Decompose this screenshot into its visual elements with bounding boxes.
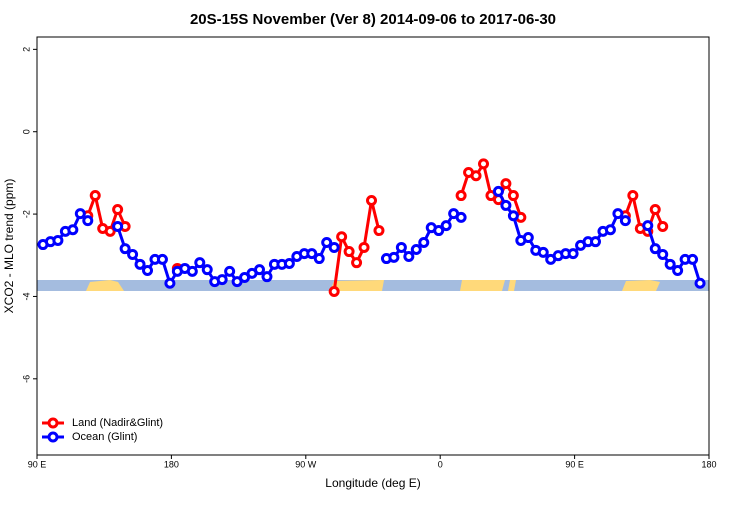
point <box>328 286 340 298</box>
point <box>224 265 236 277</box>
point <box>306 248 318 260</box>
y-tick-label: -6 <box>21 375 31 383</box>
point <box>664 258 676 270</box>
x-tick-label: 180 <box>701 459 716 469</box>
point <box>74 208 86 220</box>
point <box>358 241 370 253</box>
point <box>649 243 661 255</box>
point <box>283 258 295 270</box>
point <box>507 190 519 202</box>
point <box>89 190 101 202</box>
point <box>657 220 669 232</box>
point <box>156 253 168 265</box>
point <box>455 190 467 202</box>
chart-title: 20S-15S November (Ver 8) 2014-09-06 to 2… <box>190 11 556 28</box>
point <box>67 224 79 236</box>
point <box>127 248 139 260</box>
point <box>500 199 512 211</box>
point <box>440 220 452 232</box>
point <box>112 204 124 216</box>
point <box>507 210 519 222</box>
point <box>336 231 348 243</box>
point <box>410 244 422 256</box>
point <box>657 248 669 260</box>
surface-band <box>37 280 709 291</box>
point <box>82 215 94 227</box>
point <box>627 190 639 202</box>
point <box>395 241 407 253</box>
legend: Land (Nadir&Glint) Ocean (Glint) <box>42 417 163 443</box>
point <box>672 265 684 277</box>
point <box>418 236 430 248</box>
point <box>612 208 624 220</box>
series-line <box>332 200 381 292</box>
point <box>194 257 206 269</box>
point <box>590 236 602 248</box>
point <box>478 158 490 170</box>
x-tick-label: 90 E <box>28 459 47 469</box>
point <box>522 232 534 244</box>
series-line <box>497 190 627 262</box>
point <box>537 246 549 258</box>
point <box>134 258 146 270</box>
point <box>313 253 325 265</box>
legend-label: Land (Nadir&Glint) <box>72 417 163 429</box>
point <box>112 220 124 232</box>
point <box>649 204 661 216</box>
point <box>254 264 266 276</box>
point <box>455 211 467 223</box>
point <box>567 248 579 260</box>
point <box>403 251 415 263</box>
point <box>492 185 504 197</box>
point <box>186 265 198 277</box>
y-tick-label: -2 <box>21 210 31 218</box>
point <box>642 220 654 232</box>
y-tick-label: -4 <box>21 292 31 300</box>
legend-marker <box>47 417 59 429</box>
point <box>261 271 273 283</box>
point <box>216 274 228 286</box>
x-tick-label: 90 E <box>565 459 584 469</box>
legend-label: Ocean (Glint) <box>72 431 137 443</box>
point <box>351 257 363 269</box>
point <box>500 178 512 190</box>
point <box>328 241 340 253</box>
x-tick-label: 180 <box>164 459 179 469</box>
point <box>201 264 213 276</box>
point <box>687 253 699 265</box>
y-axis-label: XCO2 - MLO trend (ppm) <box>2 179 16 314</box>
x-tick-label: 0 <box>438 459 443 469</box>
point <box>104 225 116 237</box>
point <box>366 194 378 206</box>
point <box>52 234 64 246</box>
point <box>470 170 482 182</box>
point <box>321 236 333 248</box>
point <box>373 225 385 237</box>
series-line <box>386 211 462 261</box>
y-tick-label: 2 <box>21 47 31 52</box>
point <box>164 277 176 289</box>
x-axis-label: Longitude (deg E) <box>325 476 420 490</box>
point <box>433 225 445 237</box>
x-tick-label: 90 W <box>295 459 317 469</box>
point <box>604 224 616 236</box>
point <box>619 215 631 227</box>
legend-marker <box>47 431 59 443</box>
point <box>388 251 400 263</box>
point <box>694 277 706 289</box>
plot-frame <box>36 36 710 456</box>
point <box>343 246 355 258</box>
point <box>119 243 131 255</box>
point <box>142 265 154 277</box>
y-tick-label: 0 <box>21 129 31 134</box>
